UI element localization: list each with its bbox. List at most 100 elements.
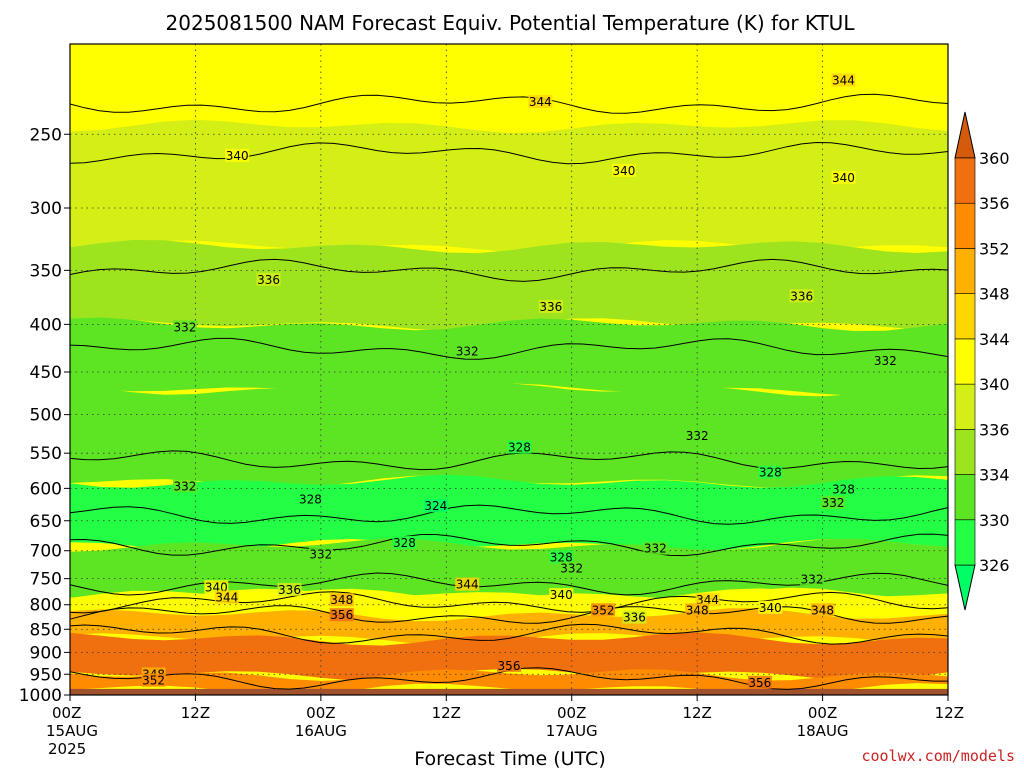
contour-label-bg <box>559 561 584 575</box>
y-tick-label: 950 <box>30 665 62 685</box>
contour-label: 328 <box>299 493 322 507</box>
contour-label: 344 <box>832 74 855 88</box>
contour-label-bg <box>538 299 563 313</box>
y-tick-label: 300 <box>30 199 62 219</box>
contour-label-bg <box>622 610 647 624</box>
contour-label-bg <box>204 580 229 594</box>
x-tick-label: 12Z <box>432 704 461 722</box>
colorbar-swatch <box>954 519 976 566</box>
colorbar-tick-label: 356 <box>979 194 1010 213</box>
contour-label: 332 <box>822 496 845 510</box>
contour-label: 340 <box>832 171 855 185</box>
colorbar-tick-label: 340 <box>979 375 1010 394</box>
contour-label: 352 <box>592 603 615 617</box>
contour-label-bg <box>455 344 480 358</box>
chart-title: 2025081500 NAM Forecast Equiv. Potential… <box>166 11 856 35</box>
filled-layer <box>70 669 948 695</box>
x-tick-label: 00Z <box>557 704 586 722</box>
contour-label: 344 <box>456 578 479 592</box>
contour-label: 332 <box>174 320 197 334</box>
ground-strip <box>70 688 948 695</box>
colorbar-tick-label: 326 <box>979 556 1010 575</box>
contour-line <box>69 141 949 165</box>
colorbar: 326 330 334 336 340 344 348 352 356 360 <box>954 111 1010 611</box>
y-tick-label: 450 <box>30 363 62 383</box>
contour-line <box>69 93 949 114</box>
contour-label-bg <box>298 492 323 506</box>
y-tick-label: 400 <box>30 315 62 335</box>
y-axis: 250 300 350 400 450 500 550 600 650 700 750 800 850 9… <box>19 125 70 706</box>
contour-label: 328 <box>393 536 416 550</box>
contour-label-bg <box>643 541 668 555</box>
x-tick-date-label: 18AUG <box>797 722 849 740</box>
colorbar-swatch <box>954 157 976 204</box>
contour-label-bg <box>455 577 480 591</box>
x-tick-label: 12Z <box>181 704 210 722</box>
x-tick-label: 00Z <box>306 704 335 722</box>
filled-layer <box>70 317 948 396</box>
colorbar-tick-label: 348 <box>979 285 1010 304</box>
contour-label-bg <box>172 479 197 493</box>
y-tick-label: 800 <box>30 596 62 616</box>
contour-label: 332 <box>801 572 824 586</box>
colorbar-tick-label: 360 <box>979 149 1010 168</box>
plot-area <box>70 44 948 695</box>
contour-label-bg <box>549 588 574 602</box>
contour-label-bg <box>497 658 521 672</box>
contour-label-bg <box>225 148 250 162</box>
colorbar-tick-label: 330 <box>979 511 1010 530</box>
y-tick-label: 500 <box>30 406 62 426</box>
contour-label: 340 <box>550 588 573 602</box>
colorbar-swatch <box>954 383 976 430</box>
x-tick-date-label: 15AUG <box>46 722 98 740</box>
contour-label-group: 3443443403403403363363363323323323323283… <box>141 73 898 690</box>
contour-label-bg <box>591 603 616 617</box>
filled-layer <box>70 383 948 488</box>
contour-label: 344 <box>215 591 238 605</box>
contour-label: 352 <box>142 674 165 688</box>
credit-link[interactable]: coolwx.com/models <box>861 747 1015 765</box>
contour-label-bg <box>256 272 281 286</box>
colorbar-tick-label: 336 <box>979 420 1010 439</box>
colorbar-tick-label: 352 <box>979 239 1010 258</box>
contour-label: 328 <box>508 440 531 454</box>
contour-label: 348 <box>686 603 709 617</box>
contour-label: 356 <box>330 608 353 622</box>
contour-label-bg <box>685 603 710 617</box>
contour-label: 328 <box>832 483 855 497</box>
contour-label: 328 <box>550 550 573 564</box>
colorbar-swatch <box>954 293 976 340</box>
contour-label-bg <box>758 600 783 614</box>
y-tick-label: 550 <box>30 444 62 464</box>
contour-label-bg <box>549 550 574 564</box>
contour-label-bg <box>831 73 856 87</box>
contour-line <box>69 623 949 645</box>
colorbar-over-arrow <box>954 111 976 159</box>
contour-label-bg <box>528 95 553 109</box>
contour-label-bg <box>831 482 856 496</box>
contour-line <box>69 258 949 282</box>
contour-label-bg <box>789 289 814 303</box>
contour-label-bg <box>831 171 856 185</box>
contour-label-bg <box>329 593 354 607</box>
y-tick-label: 900 <box>30 643 62 663</box>
contour-label: 332 <box>874 354 897 368</box>
y-tick-label: 700 <box>30 542 62 562</box>
y-tick-label: 650 <box>30 512 62 532</box>
contour-label: 348 <box>811 603 834 617</box>
contour-label: 324 <box>424 499 447 513</box>
contour-label: 356 <box>498 659 521 673</box>
contour-label-bg <box>695 593 720 607</box>
contour-label-bg <box>214 590 239 604</box>
x-tick-label: 00Z <box>808 704 837 722</box>
contour-label-bg <box>747 675 772 689</box>
x-tick-label: 00Z <box>52 704 81 722</box>
y-tick-label: 1000 <box>19 686 62 706</box>
contour-label: 332 <box>644 542 667 556</box>
contour-line <box>69 450 949 471</box>
colorbar-swatch <box>954 474 976 521</box>
contour-label-bg <box>758 465 783 479</box>
colorbar-under-arrow <box>954 564 976 611</box>
